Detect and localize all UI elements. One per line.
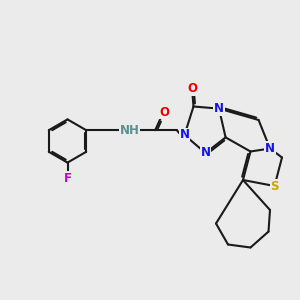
Text: N: N	[200, 146, 211, 160]
Text: S: S	[270, 179, 279, 193]
Text: NH: NH	[120, 124, 140, 137]
Text: N: N	[265, 142, 275, 155]
Text: N: N	[214, 102, 224, 115]
Text: F: F	[64, 172, 71, 185]
Text: O: O	[187, 82, 197, 95]
Text: O: O	[159, 106, 169, 119]
Text: N: N	[179, 128, 190, 142]
